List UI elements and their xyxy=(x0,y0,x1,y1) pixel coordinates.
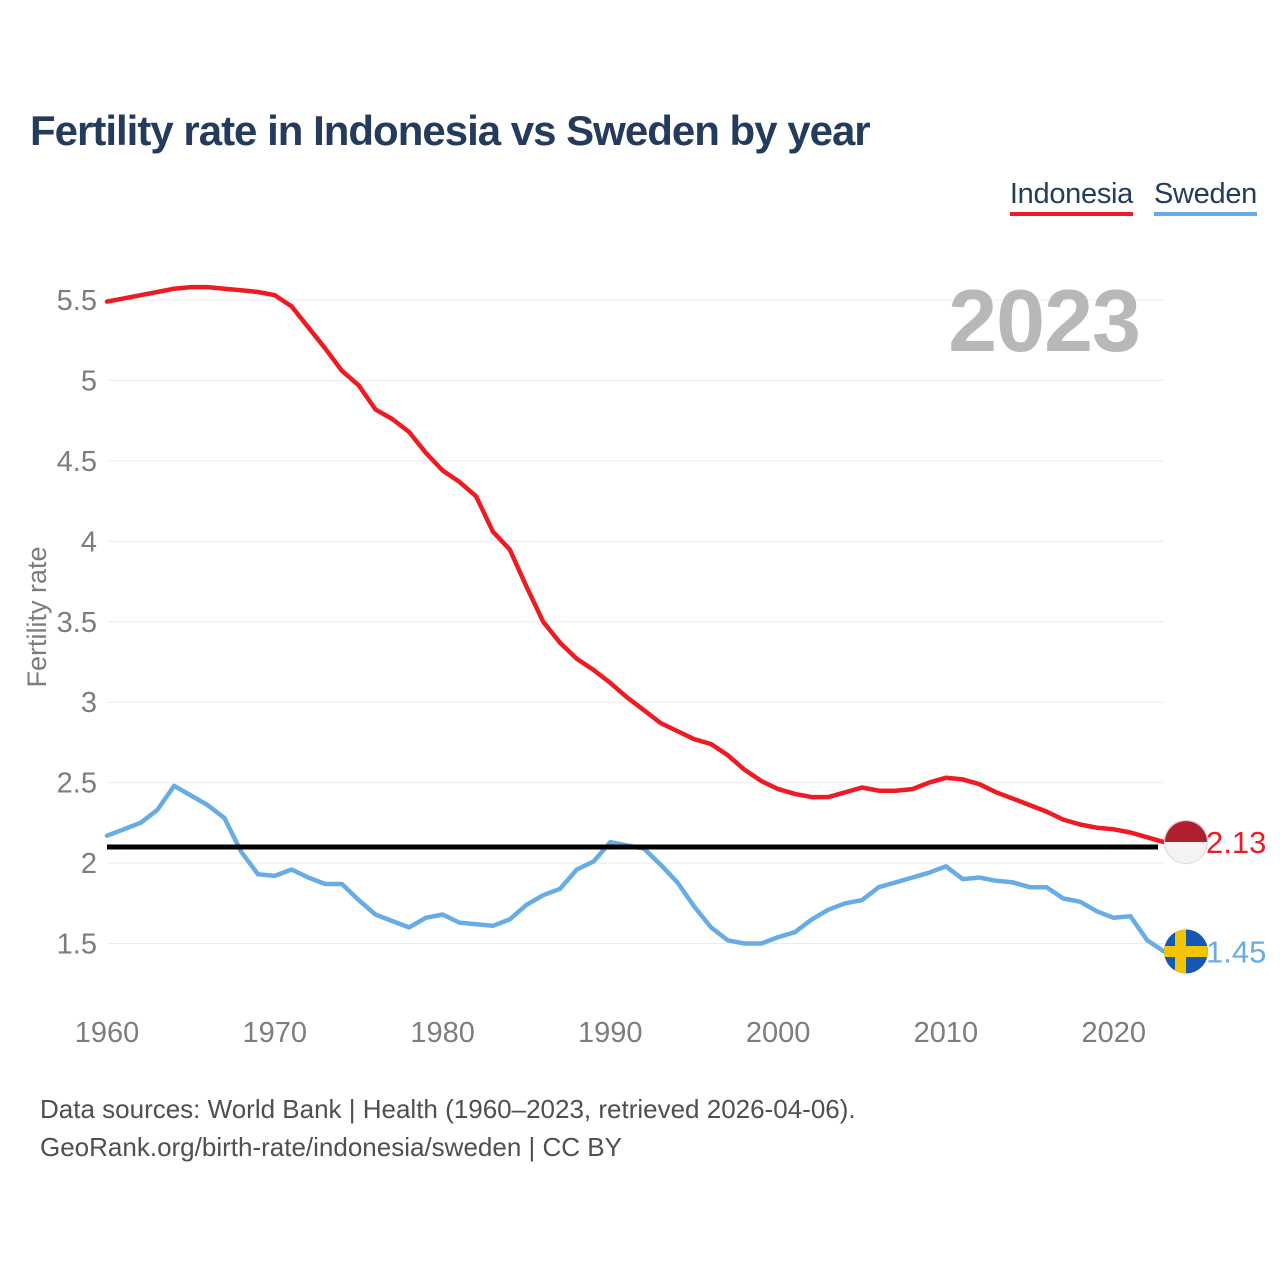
y-tick-label: 4.5 xyxy=(57,446,97,478)
y-tick-label: 5.5 xyxy=(57,285,97,317)
legend-item-indonesia[interactable]: Indonesia xyxy=(1009,178,1133,216)
gridlines xyxy=(107,299,1164,944)
y-tick-label: 2 xyxy=(81,848,97,880)
sweden-end-value: 1.45 xyxy=(1206,935,1266,970)
chart-legend: Indonesia Sweden xyxy=(1009,178,1257,216)
y-tick-label: 1.5 xyxy=(57,929,97,961)
chart-title: Fertility rate in Indonesia vs Sweden by… xyxy=(30,107,871,154)
y-axis-title: Fertility rate xyxy=(22,546,52,687)
data-source-footer: Data sources: World Bank | Health (1960–… xyxy=(40,1090,856,1166)
x-tick-label: 1960 xyxy=(75,1017,140,1049)
y-tick-label: 2.5 xyxy=(57,768,97,800)
y-tick-label: 4 xyxy=(81,526,97,558)
footer-source-line: Data sources: World Bank | Health (1960–… xyxy=(40,1094,856,1124)
legend-item-sweden[interactable]: Sweden xyxy=(1154,180,1257,216)
x-tick-label: 2000 xyxy=(746,1017,811,1049)
y-axis-tick-labels: 1.5 2 2.5 3 3.5 4 4.5 5 5.5 xyxy=(57,285,97,961)
x-axis-tick-labels: 1960 1970 1980 1990 2000 2010 2020 xyxy=(75,1017,1146,1049)
sweden-line xyxy=(104,783,1167,954)
x-tick-label: 1970 xyxy=(243,1017,308,1049)
x-tick-label: 1980 xyxy=(410,1017,475,1049)
legend-label-sweden: Sweden xyxy=(1154,178,1257,210)
x-tick-label: 2020 xyxy=(1081,1017,1146,1049)
sweden-flag-icon xyxy=(1164,929,1208,974)
x-tick-label: 1990 xyxy=(578,1017,643,1049)
y-tick-label: 3 xyxy=(81,687,97,719)
x-tick-label: 2010 xyxy=(914,1017,979,1049)
indonesia-line xyxy=(104,284,1167,845)
indonesia-flag-icon xyxy=(1164,820,1208,865)
watermark-year: 2023 xyxy=(948,271,1140,370)
y-tick-label: 5 xyxy=(81,365,97,397)
footer-attribution-line: GeoRank.org/birth-rate/indonesia/sweden … xyxy=(40,1132,622,1162)
y-tick-label: 3.5 xyxy=(57,607,97,639)
legend-label-indonesia: Indonesia xyxy=(1009,178,1133,210)
indonesia-end-value: 2.13 xyxy=(1206,825,1266,860)
